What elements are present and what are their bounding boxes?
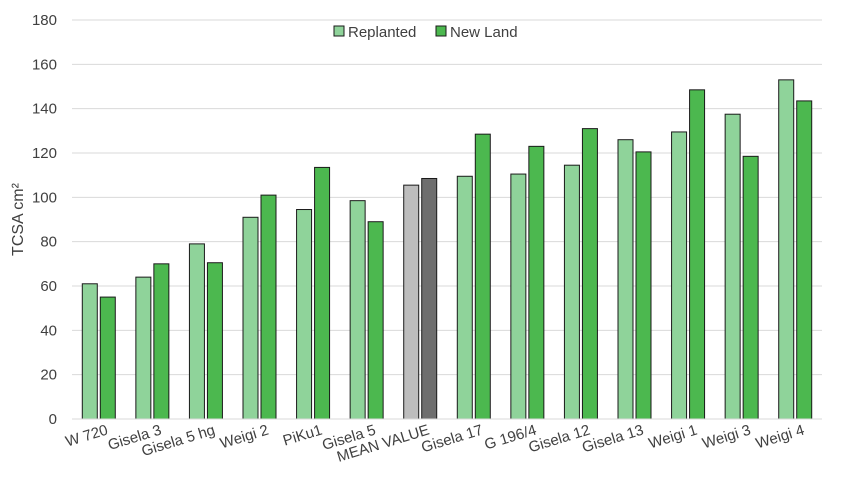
bar-replanted [724, 113, 741, 420]
bar-new-land [796, 100, 813, 420]
bar-new-land [206, 262, 223, 420]
x-tick-label: Weigi 4 [754, 422, 807, 453]
bar-new-land [421, 177, 438, 420]
y-tick-label: 140 [32, 101, 57, 118]
x-tick-label: Gisela 17 [419, 422, 485, 457]
y-tick-label: 80 [40, 234, 57, 251]
bar-replanted [563, 164, 580, 420]
bar-new-land [367, 221, 384, 420]
x-tick-label: W 720 [64, 422, 110, 451]
y-tick-label: 40 [40, 322, 57, 339]
bar-replanted [671, 131, 688, 420]
bar-new-land [689, 89, 706, 420]
bar-new-land [314, 166, 331, 420]
y-tick-label: 60 [40, 278, 57, 295]
legend-label-replanted: Replanted [348, 24, 416, 41]
bar-new-land [528, 145, 545, 420]
bar-replanted [188, 243, 205, 420]
bar-replanted [403, 184, 420, 420]
bar-new-land [581, 128, 598, 420]
bar-replanted [296, 209, 313, 420]
x-tick-label: PiKu1 [281, 422, 324, 450]
bar-replanted [456, 175, 473, 420]
legend-swatch-new-land [435, 25, 447, 37]
bar-new-land [260, 194, 277, 420]
y-axis-title: TCSA cm² [10, 182, 27, 256]
bar-new-land [742, 155, 759, 420]
legend-label-new-land: New Land [450, 24, 518, 41]
bar-replanted [617, 139, 634, 420]
y-axis-ticks: 0 20 40 60 80 100 120 140 160 180 [32, 12, 57, 428]
bar-new-land [99, 296, 116, 420]
x-tick-label: Weigi 3 [700, 422, 753, 453]
y-tick-label: 120 [32, 145, 57, 162]
legend-swatch-replanted [333, 25, 345, 37]
bar-replanted [510, 173, 527, 420]
bar-replanted [778, 79, 795, 420]
bar-new-land [474, 133, 491, 420]
y-tick-label: 100 [32, 189, 57, 206]
bar-replanted [135, 276, 152, 420]
y-tick-label: 180 [32, 12, 57, 29]
y-tick-label: 20 [40, 367, 57, 384]
x-tick-label: Weigi 1 [647, 422, 700, 453]
bars [81, 79, 813, 420]
y-tick-label: 0 [49, 411, 57, 428]
bar-replanted [242, 216, 259, 420]
legend: Replanted New Land [333, 24, 518, 41]
x-tick-label: Gisela 13 [580, 422, 646, 457]
grid-lines [72, 19, 822, 376]
bar-new-land [635, 151, 652, 420]
bar-replanted [349, 200, 366, 420]
bar-replanted [81, 283, 98, 420]
x-tick-label: Weigi 2 [218, 422, 271, 453]
y-tick-label: 160 [32, 56, 57, 73]
bar-new-land [153, 263, 170, 420]
